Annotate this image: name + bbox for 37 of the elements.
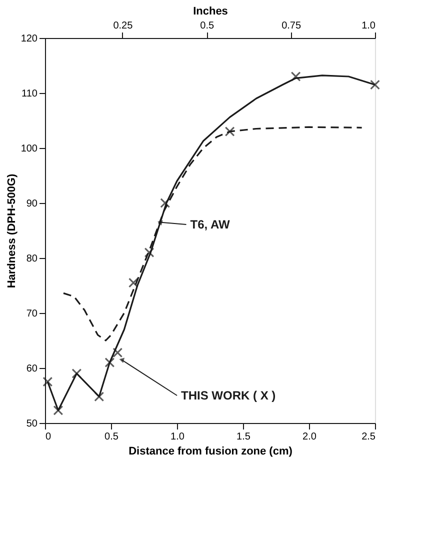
x-tick-label: 0.5 (104, 432, 119, 442)
y-tick-label: 80 (26, 254, 38, 264)
x-tick-label: 2.5 (362, 432, 376, 442)
point (104, 358, 115, 368)
point (290, 72, 301, 82)
x2-axis-title: Inches (193, 6, 228, 18)
x2-tick-label: 1.0 (362, 20, 376, 32)
point (370, 80, 380, 90)
point (144, 248, 154, 258)
y-tick-label: 120 (20, 34, 38, 44)
annotation: THIS WORK ( X ) (181, 388, 276, 402)
line-series (46, 74, 376, 412)
line-series (62, 126, 363, 342)
x2-tick-label: 0.25 (113, 20, 134, 32)
x-tick-label: 1.0 (170, 432, 185, 442)
point (112, 348, 123, 358)
x-tick-label: 0 (46, 432, 52, 442)
point (160, 198, 170, 208)
point (42, 376, 53, 387)
annotation: T6, AW (190, 217, 230, 232)
point (224, 126, 235, 136)
y-tick-label: 50 (26, 418, 38, 430)
y-tick-label: 70 (26, 308, 38, 320)
y-tick-label: 90 (26, 198, 38, 210)
x-tick-label: 1.5 (236, 432, 251, 442)
y-tick-label: 110 (22, 88, 38, 100)
point (72, 368, 82, 378)
point (53, 405, 64, 416)
y-tick-label: 60 (26, 364, 38, 374)
x2-tick-label: 0.75 (282, 20, 302, 32)
x2-tick-label: 0.5 (200, 20, 215, 32)
y-axis-title: Hardness (DPH-500G) (6, 174, 18, 288)
x-tick-label: 2.0 (302, 432, 317, 442)
x-axis-title: Distance from fusion zone (cm) (128, 446, 293, 458)
point (128, 278, 138, 288)
y-tick-label: 100 (20, 144, 38, 154)
point (94, 392, 104, 402)
